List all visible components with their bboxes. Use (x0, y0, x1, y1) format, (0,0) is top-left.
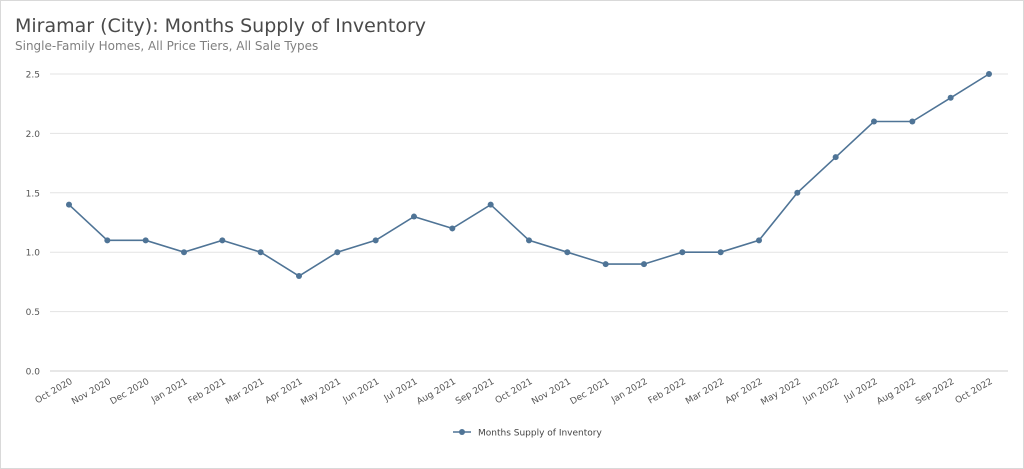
x-tick-label: May 2022 (759, 377, 802, 408)
x-tick-label: Jun 2022 (801, 377, 841, 406)
data-point[interactable] (372, 237, 379, 244)
x-tick-label: Oct 2022 (954, 377, 995, 406)
x-tick-label: Jul 2022 (842, 377, 880, 404)
data-point[interactable] (909, 118, 916, 125)
series-points (66, 71, 992, 279)
y-tick-label: 1.5 (26, 189, 40, 199)
x-tick-label: Aug 2022 (875, 377, 918, 407)
x-tick-label: Nov 2021 (530, 377, 573, 407)
x-tick-label: Apr 2022 (724, 377, 765, 406)
data-point[interactable] (219, 237, 226, 244)
y-axis-ticks: 0.0 0.5 1.0 1.5 2.0 2.5 (26, 71, 41, 378)
data-point[interactable] (104, 237, 111, 244)
legend[interactable]: Months Supply of Inventory (453, 429, 602, 439)
data-point[interactable] (296, 272, 302, 279)
y-tick-label: 2.0 (26, 130, 41, 140)
x-tick-label: Feb 2022 (647, 377, 688, 407)
x-tick-label: Jul 2021 (382, 377, 420, 404)
chart-subtitle: Single-Family Homes, All Price Tiers, Al… (15, 39, 319, 53)
data-point[interactable] (986, 71, 992, 77)
x-tick-label: Oct 2020 (34, 377, 75, 406)
data-point[interactable] (832, 154, 839, 161)
data-point[interactable] (947, 94, 954, 101)
x-tick-label: Feb 2021 (187, 377, 228, 407)
x-tick-label: Apr 2021 (264, 377, 305, 406)
data-point[interactable] (564, 249, 571, 256)
x-tick-label: Jan 2021 (149, 377, 189, 406)
data-point[interactable] (487, 201, 494, 208)
y-tick-label: 2.5 (26, 71, 40, 81)
y-tick-label: 0.0 (26, 368, 41, 378)
x-tick-label: Sep 2022 (914, 377, 956, 407)
data-point[interactable] (526, 237, 532, 244)
data-point[interactable] (142, 237, 149, 244)
y-tick-label: 1.0 (26, 249, 41, 259)
x-tick-label: Dec 2020 (109, 377, 152, 407)
data-point[interactable] (717, 249, 724, 256)
data-point[interactable] (411, 213, 417, 220)
data-point[interactable] (449, 225, 456, 232)
x-tick-label: Nov 2020 (70, 377, 113, 407)
x-tick-label: Aug 2021 (415, 377, 458, 407)
data-point[interactable] (257, 249, 264, 256)
series-line (68, 73, 990, 277)
x-tick-label: May 2021 (299, 377, 342, 408)
x-tick-label: Mar 2021 (224, 377, 266, 407)
data-point[interactable] (756, 237, 762, 244)
x-tick-label: Dec 2021 (569, 377, 611, 407)
data-point[interactable] (66, 201, 72, 208)
x-tick-label: Mar 2022 (684, 377, 726, 407)
y-tick-label: 0.5 (26, 308, 40, 318)
data-point[interactable] (871, 118, 877, 125)
legend-label: Months Supply of Inventory (478, 429, 602, 439)
data-point[interactable] (181, 249, 187, 256)
x-tick-label: Oct 2021 (494, 377, 535, 406)
data-point[interactable] (679, 249, 686, 256)
legend-marker (459, 429, 465, 435)
data-point[interactable] (641, 261, 647, 268)
grid-lines (50, 73, 1008, 372)
x-tick-label: Sep 2021 (454, 377, 496, 407)
x-tick-label: Jan 2022 (609, 377, 649, 406)
data-point[interactable] (794, 189, 801, 196)
x-tick-label: Jun 2021 (341, 377, 381, 406)
chart-title: Miramar (City): Months Supply of Invento… (15, 15, 427, 37)
data-point[interactable] (334, 249, 341, 256)
data-point[interactable] (602, 261, 609, 268)
